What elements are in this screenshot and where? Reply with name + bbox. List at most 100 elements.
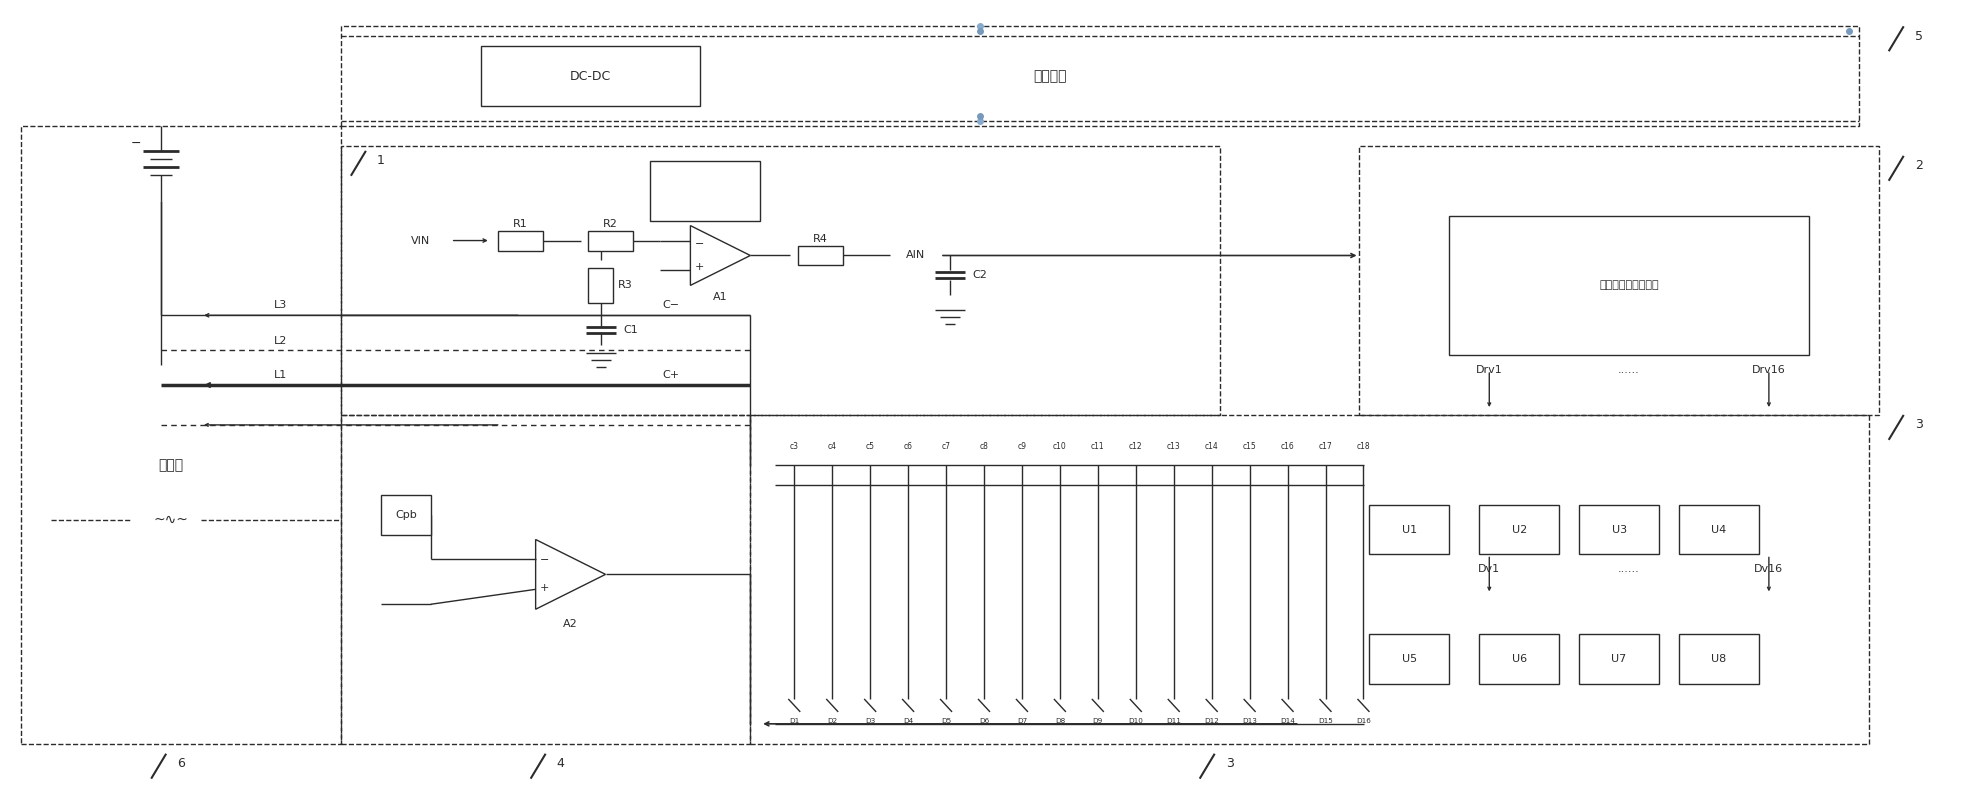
Text: c4: c4 (828, 442, 836, 452)
Text: Dv16: Dv16 (1754, 564, 1783, 575)
Text: U8: U8 (1711, 654, 1727, 664)
Bar (1369, 634, 1450, 684)
Text: 6: 6 (177, 757, 184, 770)
Text: C+: C+ (661, 370, 679, 380)
Text: c3: c3 (791, 442, 799, 452)
Text: U1: U1 (1401, 525, 1417, 534)
Text: U4: U4 (1711, 525, 1727, 534)
Text: ~∿~: ~∿~ (153, 513, 188, 526)
Bar (22, 126, 341, 744)
Text: c15: c15 (1242, 442, 1256, 452)
Text: 供电电路: 供电电路 (1034, 69, 1067, 83)
Text: c12: c12 (1128, 442, 1142, 452)
Text: C2: C2 (973, 270, 987, 281)
Bar (651, 161, 761, 221)
Text: D6: D6 (979, 718, 989, 724)
Text: c14: c14 (1205, 442, 1218, 452)
Text: −: − (540, 556, 549, 565)
Text: D13: D13 (1242, 718, 1258, 724)
Bar (1450, 215, 1809, 355)
Text: c16: c16 (1281, 442, 1295, 452)
Bar (341, 145, 1220, 415)
Text: R3: R3 (618, 281, 634, 290)
Text: D1: D1 (789, 718, 799, 724)
Text: A1: A1 (712, 293, 728, 302)
Text: D16: D16 (1356, 718, 1371, 724)
Text: C−: C− (661, 301, 679, 310)
Text: 5: 5 (1915, 29, 1923, 43)
Text: c9: c9 (1018, 442, 1026, 452)
Text: 2: 2 (1915, 159, 1923, 173)
Text: U3: U3 (1611, 525, 1626, 534)
Text: D4: D4 (903, 718, 912, 724)
Bar (341, 415, 749, 744)
Text: D14: D14 (1279, 718, 1295, 724)
Text: c8: c8 (979, 442, 989, 452)
Text: 3: 3 (1226, 757, 1234, 770)
Bar (381, 494, 432, 534)
Text: 4: 4 (557, 757, 565, 770)
Text: +: + (540, 584, 549, 593)
Text: 1: 1 (377, 154, 385, 167)
Text: D15: D15 (1318, 718, 1332, 724)
Text: ......: ...... (1619, 365, 1640, 375)
Text: R4: R4 (812, 234, 828, 243)
Bar (1360, 145, 1880, 415)
Text: L2: L2 (275, 336, 288, 346)
Text: D12: D12 (1205, 718, 1218, 724)
Bar (1369, 505, 1450, 554)
Text: c7: c7 (942, 442, 950, 452)
Text: U6: U6 (1511, 654, 1526, 664)
Text: ......: ...... (1619, 564, 1640, 575)
Text: 处理器最小系统电路: 处理器最小系统电路 (1599, 281, 1660, 290)
Text: D9: D9 (1093, 718, 1103, 724)
Bar (481, 46, 700, 106)
Text: A2: A2 (563, 619, 579, 629)
Text: c10: c10 (1054, 442, 1067, 452)
Text: D10: D10 (1128, 718, 1144, 724)
Bar (498, 231, 543, 250)
Bar (1479, 634, 1560, 684)
Text: D11: D11 (1165, 718, 1181, 724)
Text: D8: D8 (1056, 718, 1065, 724)
Text: DC-DC: DC-DC (569, 70, 612, 83)
Text: Dv1: Dv1 (1477, 564, 1501, 575)
Bar (589, 268, 612, 303)
Text: Drv16: Drv16 (1752, 365, 1785, 375)
Bar (589, 231, 634, 250)
Text: U5: U5 (1401, 654, 1417, 664)
Text: c18: c18 (1356, 442, 1369, 452)
Text: R1: R1 (514, 219, 528, 229)
Text: 3: 3 (1915, 418, 1923, 432)
Bar (1479, 505, 1560, 554)
Text: c5: c5 (865, 442, 875, 452)
Text: D3: D3 (865, 718, 875, 724)
Text: L3: L3 (275, 301, 288, 310)
Text: L1: L1 (275, 370, 288, 380)
Bar (1579, 505, 1660, 554)
Text: c17: c17 (1318, 442, 1332, 452)
Text: c11: c11 (1091, 442, 1105, 452)
Text: VIN: VIN (412, 235, 430, 246)
Text: U2: U2 (1511, 525, 1526, 534)
Bar (341, 26, 1858, 126)
Bar (1679, 634, 1758, 684)
Text: AIN: AIN (906, 250, 924, 261)
Bar (1579, 634, 1660, 684)
Text: −: − (131, 138, 141, 150)
Text: R2: R2 (602, 219, 618, 229)
Text: 测试端: 测试端 (159, 458, 184, 471)
Text: c6: c6 (904, 442, 912, 452)
Text: c13: c13 (1167, 442, 1181, 452)
Text: U7: U7 (1611, 654, 1626, 664)
Text: D5: D5 (942, 718, 952, 724)
Text: +: + (695, 262, 704, 273)
Bar (749, 415, 1868, 744)
Text: −: − (695, 238, 704, 249)
Bar (799, 246, 844, 266)
Text: D7: D7 (1016, 718, 1026, 724)
Text: Cpb: Cpb (394, 510, 416, 520)
Bar (1679, 505, 1758, 554)
Text: D2: D2 (828, 718, 838, 724)
Text: Drv1: Drv1 (1475, 365, 1503, 375)
